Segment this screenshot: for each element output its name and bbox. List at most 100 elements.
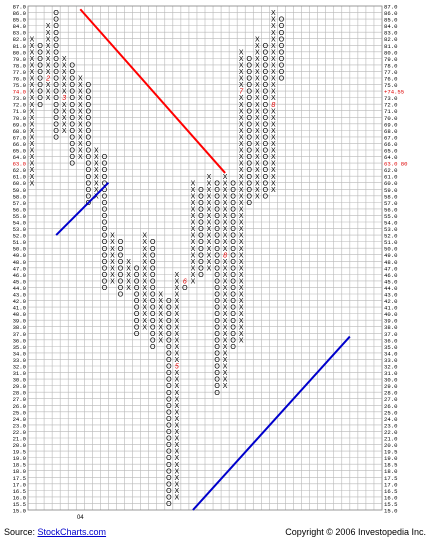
o-box: O <box>214 351 220 358</box>
x-box: X <box>191 200 196 207</box>
o-box: O <box>86 121 92 128</box>
y-tick-label-left: 73.0 <box>13 95 27 102</box>
y-tick-label-left: 26.0 <box>13 403 27 410</box>
o-box: O <box>230 180 236 187</box>
o-box: O <box>263 108 269 115</box>
o-box: O <box>86 167 92 174</box>
y-tick-label-right: 65.0 <box>384 148 398 155</box>
x-box: X <box>142 298 147 305</box>
y-tick-label-left: 16.5 <box>13 488 26 495</box>
y-tick-label-right: 60.0 <box>384 180 398 187</box>
o-box: O <box>230 311 236 318</box>
y-tick-label-right: 37.0 <box>384 331 398 338</box>
x-box: X <box>191 213 196 220</box>
x-box: X <box>255 82 260 89</box>
o-box: O <box>53 82 59 89</box>
x-box: X <box>223 344 228 351</box>
o-box: O <box>134 318 140 325</box>
y-tick-label-right: 71.0 <box>384 108 398 115</box>
o-box: O <box>263 154 269 161</box>
o-box: O <box>263 135 269 142</box>
x-box: X <box>30 135 35 142</box>
o-box: O <box>230 279 236 286</box>
x-box: X <box>255 102 260 109</box>
x-box: X <box>46 23 51 30</box>
x-box: X <box>207 187 212 194</box>
x-box: X <box>175 390 180 397</box>
o-box: O <box>230 344 236 351</box>
x-box: X <box>94 180 99 187</box>
x-box: X <box>62 128 67 135</box>
y-tick-label-left: 19.5 <box>13 449 26 456</box>
y-tick-label-right: 24.0 <box>384 416 398 423</box>
x-box: X <box>239 265 244 272</box>
x-box: X <box>191 279 196 286</box>
y-tick-label-right: 59.0 <box>384 187 398 194</box>
o-box: O <box>247 180 253 187</box>
x-box: X <box>46 69 51 76</box>
y-tick-label-left: 75.0 <box>13 82 27 89</box>
x-box: X <box>271 167 276 174</box>
x-box: X <box>271 17 276 24</box>
source-link[interactable]: StockCharts.com <box>37 527 107 537</box>
x-box: X <box>239 49 244 56</box>
y-tick-label-left: 19.0 <box>13 455 27 462</box>
x-box: X <box>239 226 244 233</box>
o-box: O <box>198 252 204 259</box>
o-box: O <box>214 187 220 194</box>
o-box: O <box>214 213 220 220</box>
x-box: X <box>223 187 228 194</box>
o-box: O <box>86 89 92 96</box>
o-box: O <box>166 396 172 403</box>
y-tick-label-right: 57.0 <box>384 200 398 207</box>
o-box: O <box>166 409 172 416</box>
o-box: O <box>263 49 269 56</box>
x-box: X <box>30 115 35 122</box>
o-box: O <box>150 318 156 325</box>
x-box: X <box>239 298 244 305</box>
x-box: X <box>62 108 67 115</box>
x-box: X <box>175 305 180 312</box>
x-box: X <box>142 239 147 246</box>
o-box: O <box>86 187 92 194</box>
x-box: X <box>46 43 51 50</box>
y-tick-label-left: 37.0 <box>13 331 27 338</box>
y-tick-label-left: 86.0 <box>13 10 27 17</box>
y-tick-label-left: 44.0 <box>13 285 27 292</box>
y-tick-label-left: 27.0 <box>13 396 27 403</box>
o-box: O <box>70 154 76 161</box>
o-box: O <box>37 102 43 109</box>
o-box: O <box>263 148 269 155</box>
x-box: X <box>46 82 51 89</box>
o-box: O <box>102 154 108 161</box>
x-box: X <box>158 324 163 331</box>
x-box: X <box>271 108 276 115</box>
y-tick-label-right: 83.0 <box>384 30 398 37</box>
o-box: O <box>166 416 172 423</box>
y-tick-label-left: 20.0 <box>13 442 27 449</box>
x-box: X <box>126 259 131 266</box>
o-box: O <box>247 95 253 102</box>
o-box: O <box>247 128 253 135</box>
o-box: O <box>230 305 236 312</box>
y-tick-label-right: 49.0 <box>384 252 398 259</box>
o-box: O <box>70 82 76 89</box>
left-price-marker: 74.0 <box>13 89 27 96</box>
x-box: X <box>175 377 180 384</box>
o-box: O <box>198 233 204 240</box>
x-box: X <box>142 265 147 272</box>
y-tick-label-right: 58.0 <box>384 193 398 200</box>
x-box: X <box>255 135 260 142</box>
o-box: O <box>86 82 92 89</box>
x-box: X <box>30 95 35 102</box>
o-box: O <box>53 108 59 115</box>
x-box: X <box>255 69 260 76</box>
x-box: X <box>271 63 276 70</box>
x-box: X <box>175 272 180 279</box>
o-box: O <box>263 95 269 102</box>
o-box: O <box>230 226 236 233</box>
x-box: X <box>223 200 228 207</box>
x-box: X <box>223 305 228 312</box>
o-box: O <box>86 95 92 102</box>
trendline <box>55 182 110 236</box>
